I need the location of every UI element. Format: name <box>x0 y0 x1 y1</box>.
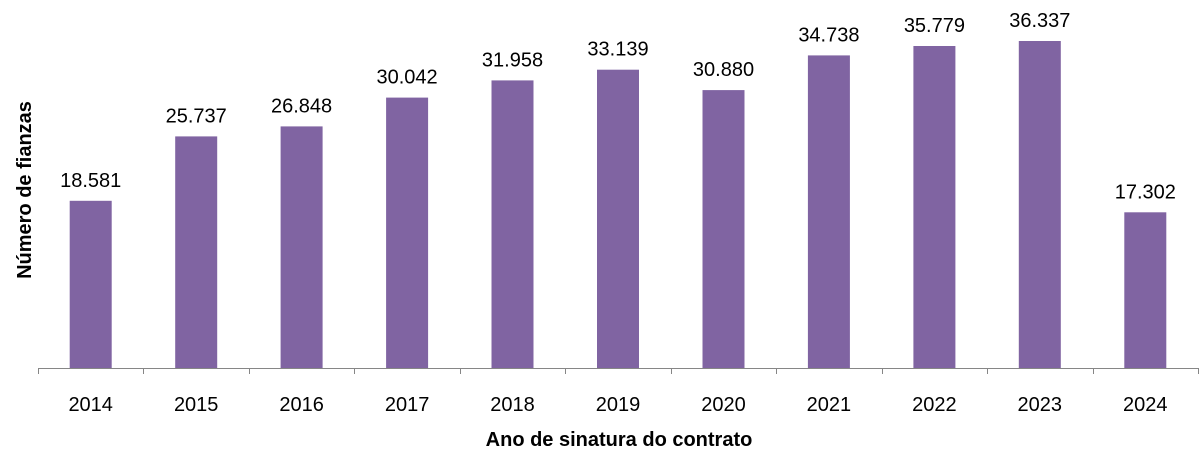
data-label-2019: 33.139 <box>587 39 648 61</box>
bar-2014 <box>69 200 112 368</box>
bar-2020 <box>702 90 745 368</box>
x-tick-label-2022: 2022 <box>912 394 957 416</box>
data-label-2016: 26.848 <box>271 95 332 117</box>
x-tick-label-2016: 2016 <box>279 394 324 416</box>
data-label-2020: 30.880 <box>693 59 754 81</box>
bar-2024 <box>1124 212 1167 368</box>
bar-2021 <box>807 55 850 369</box>
data-label-2024: 17.302 <box>1115 181 1176 203</box>
data-labels-group: 18.581 25.737 26.848 30.042 31.958 33.139 30.8… <box>60 10 1176 203</box>
bar-2018 <box>491 80 534 369</box>
x-tick-label-2017: 2017 <box>385 394 430 416</box>
x-tick-labels-group: 2014 2015 2016 2017 2018 2019 2020 2021 2022 2023… <box>68 394 1167 416</box>
bar-2023 <box>1018 41 1061 368</box>
x-tick-label-2018: 2018 <box>490 394 535 416</box>
bars-group <box>69 41 1167 369</box>
x-tick-label-2015: 2015 <box>174 394 219 416</box>
x-tick-label-2020: 2020 <box>701 394 746 416</box>
x-tick-label-2023: 2023 <box>1018 394 1063 416</box>
data-label-2021: 34.738 <box>798 24 859 46</box>
bar-2016 <box>280 126 323 369</box>
bar-2022 <box>913 46 956 368</box>
bar-2017 <box>386 97 429 368</box>
bar-2015 <box>175 136 218 368</box>
data-label-2015: 25.737 <box>166 105 227 127</box>
data-label-2022: 35.779 <box>904 15 965 37</box>
x-tick-label-2021: 2021 <box>807 394 852 416</box>
x-tick-label-2019: 2019 <box>596 394 641 416</box>
data-label-2017: 30.042 <box>377 67 438 89</box>
x-axis-title: Ano de sinatura do contrato <box>486 429 753 451</box>
x-axis <box>38 368 1199 374</box>
x-tick-label-2014: 2014 <box>68 394 113 416</box>
data-label-2023: 36.337 <box>1009 10 1070 32</box>
x-tick-label-2024: 2024 <box>1123 394 1168 416</box>
data-label-2014: 18.581 <box>60 170 121 192</box>
y-axis-title: Número de fianzas <box>14 101 36 279</box>
bar-2019 <box>597 69 639 368</box>
data-label-2018: 31.958 <box>482 49 543 71</box>
